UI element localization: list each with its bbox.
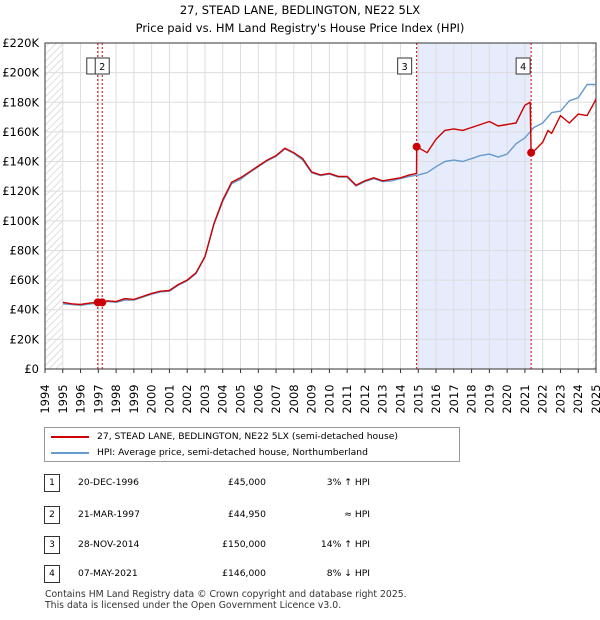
- series-line-property: [62, 98, 597, 306]
- x-tick-label: 2007: [269, 384, 283, 413]
- x-tick-label: 1998: [109, 384, 123, 413]
- sale-row: 4 07-MAY-2021 £146,000 8% ↓ HPI: [0, 565, 600, 583]
- x-tick-label: 2021: [518, 384, 532, 413]
- footer-attribution: Contains HM Land Registry data © Crown c…: [45, 589, 407, 611]
- footer-line-2: This data is licensed under the Open Gov…: [45, 600, 342, 611]
- legend-item-property: 27, STEAD LANE, BEDLINGTON, NE22 5LX (se…: [51, 429, 398, 445]
- legend-label-hpi: HPI: Average price, semi-detached house,…: [97, 447, 368, 458]
- sale-marker-box: [94, 57, 110, 75]
- hatched-region: [45, 43, 63, 369]
- x-tick-label: 1999: [127, 384, 141, 413]
- sale-hpi-comparison: ≈ HPI: [344, 509, 370, 520]
- legend-item-hpi: HPI: Average price, semi-detached house,…: [51, 445, 368, 461]
- sale-row: 2 21-MAR-1997 £44,950 ≈ HPI: [0, 506, 600, 524]
- sale-date: 28-NOV-2014: [78, 539, 140, 550]
- x-tick-label: 1997: [91, 384, 105, 413]
- y-tick-label: £60K: [10, 273, 40, 287]
- x-tick-label: 2000: [145, 384, 159, 413]
- sale-point: [98, 298, 107, 307]
- sale-price: £45,000: [228, 477, 266, 488]
- sale-point: [412, 142, 421, 151]
- x-tick-label: 2025: [589, 384, 600, 413]
- x-tick-label: 1995: [56, 384, 70, 413]
- x-tick-label: 2001: [162, 384, 176, 413]
- x-tick-label: 1996: [74, 384, 88, 413]
- sale-row: 3 28-NOV-2014 £150,000 14% ↑ HPI: [0, 536, 600, 554]
- x-tick-label: 2014: [393, 384, 407, 413]
- x-tick-label: 2004: [216, 384, 230, 413]
- sale-hpi-comparison: 8% ↓ HPI: [326, 568, 370, 579]
- sale-row: 1 20-DEC-1996 £45,000 3% ↑ HPI: [0, 474, 600, 492]
- chart-title: 27, STEAD LANE, BEDLINGTON, NE22 5LX: [180, 3, 420, 17]
- sale-price: £150,000: [222, 539, 266, 550]
- y-tick-label: £20K: [10, 332, 40, 346]
- x-tick-label: 1994: [38, 384, 52, 413]
- sale-price: £44,950: [228, 509, 266, 520]
- sale-hpi-comparison: 14% ↑ HPI: [320, 539, 370, 550]
- legend-label-property: 27, STEAD LANE, BEDLINGTON, NE22 5LX (se…: [97, 431, 399, 442]
- y-tick-label: £80K: [10, 243, 40, 257]
- chart-legend: 27, STEAD LANE, BEDLINGTON, NE22 5LX (se…: [44, 427, 460, 462]
- sale-marker-label: 4: [520, 62, 526, 73]
- sale-number-badge: 1: [44, 474, 60, 492]
- x-tick-label: 2008: [287, 384, 301, 413]
- y-tick-label: £220K: [2, 36, 39, 50]
- sale-hpi-comparison: 3% ↑ HPI: [326, 477, 370, 488]
- y-tick-label: £200K: [2, 66, 39, 80]
- sale-price: £146,000: [222, 568, 266, 579]
- x-tick-label: 2017: [447, 384, 461, 413]
- price-chart: 27, STEAD LANE, BEDLINGTON, NE22 5LX Pri…: [2, 3, 600, 414]
- highlight-region: [416, 43, 532, 369]
- legend-swatch-hpi: [51, 451, 89, 454]
- sale-marker-box: [397, 57, 413, 75]
- legend-swatch-property: [51, 435, 89, 438]
- x-tick-label: 2006: [251, 384, 265, 413]
- y-tick-label: £0: [24, 362, 39, 376]
- x-tick-label: 2019: [482, 384, 496, 413]
- sale-marker-box: [515, 57, 531, 75]
- x-tick-label: 2003: [198, 384, 212, 413]
- sale-number-badge: 3: [44, 536, 60, 554]
- sale-date: 20-DEC-1996: [78, 477, 139, 488]
- chart-subtitle: Price paid vs. HM Land Registry's House …: [136, 21, 465, 35]
- y-tick-label: £40K: [10, 303, 40, 317]
- x-tick-label: 2018: [465, 384, 479, 413]
- sale-number-badge: 2: [44, 506, 60, 524]
- x-tick-label: 2016: [429, 384, 443, 413]
- sale-date: 07-MAY-2021: [78, 568, 138, 579]
- y-tick-label: £140K: [2, 155, 39, 169]
- x-tick-label: 2024: [571, 384, 585, 413]
- x-tick-label: 2020: [500, 384, 514, 413]
- hatched-region: [592, 43, 596, 369]
- y-tick-label: £120K: [2, 184, 39, 198]
- sale-date: 21-MAR-1997: [78, 509, 140, 520]
- footer-line-1: Contains HM Land Registry data © Crown c…: [45, 589, 407, 600]
- sale-marker-label: 2: [99, 62, 105, 73]
- y-tick-label: £180K: [2, 95, 39, 109]
- sale-point: [527, 148, 536, 157]
- x-tick-label: 2011: [340, 384, 354, 413]
- x-tick-label: 2015: [411, 384, 425, 413]
- x-tick-label: 2010: [322, 384, 336, 413]
- y-tick-label: £160K: [2, 125, 39, 139]
- x-tick-label: 2012: [358, 384, 372, 413]
- plot-frame: [44, 42, 597, 370]
- sale-marker-label: 3: [402, 62, 408, 73]
- x-tick-label: 2022: [536, 384, 550, 413]
- x-tick-label: 2005: [234, 384, 248, 413]
- y-tick-label: £100K: [2, 214, 39, 228]
- x-tick-label: 2002: [180, 384, 194, 413]
- sale-number-badge: 4: [44, 565, 60, 583]
- x-tick-label: 2009: [305, 384, 319, 413]
- x-tick-label: 2023: [553, 384, 567, 413]
- x-tick-label: 2013: [376, 384, 390, 413]
